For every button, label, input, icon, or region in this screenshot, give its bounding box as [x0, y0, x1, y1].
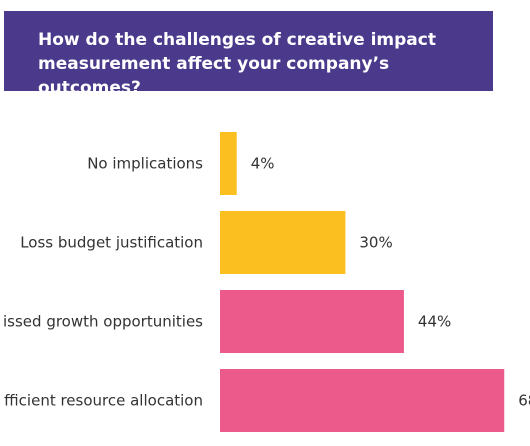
bar-chart: No implications 4% Loss budget justificati… — [3, 132, 530, 432]
category-label-1: Loss budget justification — [20, 234, 203, 252]
category-label-0: No implications — [87, 155, 203, 173]
title-banner: How do the challenges of creative impact… — [4, 11, 493, 98]
value-label-2: 44% — [418, 313, 451, 331]
value-label-0: 4% — [251, 155, 275, 173]
bar-1 — [220, 211, 346, 274]
chart-title: How do the challenges of creative impact… — [38, 30, 436, 98]
bar-3 — [220, 369, 505, 432]
bar-0 — [220, 132, 237, 195]
value-label-1: 30% — [359, 234, 392, 252]
category-label-2: issed growth opportunities — [3, 313, 203, 331]
bar-2 — [220, 290, 404, 353]
value-label-3: 68 — [518, 392, 530, 410]
category-label-3: fficient resource allocation — [4, 392, 203, 410]
chart-area: No implications 4% Loss budget justificati… — [0, 120, 530, 442]
